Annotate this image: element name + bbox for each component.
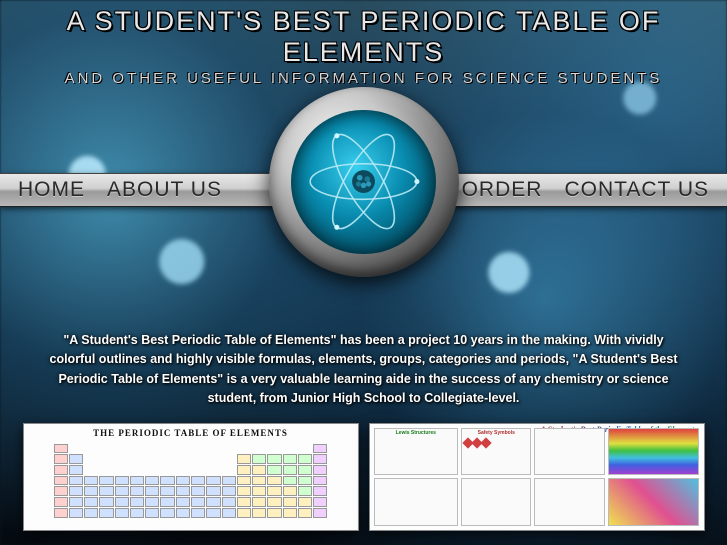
nav-logo-section: HOME ABOUT US ORDER CONTACT US [0,95,727,275]
nav-home[interactable]: HOME [18,178,85,202]
nav-left-group: HOME ABOUT US [18,178,222,202]
logo-ring [269,87,459,277]
ref-panel-8 [608,478,700,526]
logo-inner [291,110,435,254]
nav-about[interactable]: ABOUT US [107,178,222,202]
atom-icon [300,118,427,245]
page-title: A STUDENT'S BEST PERIODIC TABLE OF ELEME… [0,6,727,68]
page-content: A STUDENT'S BEST PERIODIC TABLE OF ELEME… [0,0,727,545]
ref-panel-safety: Safety Symbols [461,428,531,476]
poster-left-title: THE PERIODIC TABLE OF ELEMENTS [24,428,358,438]
header: A STUDENT'S BEST PERIODIC TABLE OF ELEME… [0,0,727,87]
nav-contact[interactable]: CONTACT US [564,178,709,202]
product-images-row: THE PERIODIC TABLE OF ELEMENTS A Student… [15,423,713,531]
nav-order[interactable]: ORDER [462,178,543,202]
ref-panel-5 [374,478,459,526]
ref-panel-6 [461,478,531,526]
ref-panel-lewis: Lewis Structures [374,428,459,476]
ref-panel-7 [534,478,604,526]
logo[interactable] [269,87,459,277]
poster-reference-sheet[interactable]: A Student's Best Periodic Table of the E… [369,423,705,531]
page-subtitle: AND OTHER USEFUL INFORMATION FOR SCIENCE… [0,70,727,87]
ref-panel-3 [534,428,604,476]
description-text: "A Student's Best Periodic Table of Elem… [44,331,684,409]
periodic-grid [54,444,328,518]
ref-panel-spectrum [608,428,700,476]
reference-panels: Lewis Structures Safety Symbols [374,428,700,526]
poster-periodic-table[interactable]: THE PERIODIC TABLE OF ELEMENTS [23,423,359,531]
nav-right-group: ORDER CONTACT US [462,178,709,202]
